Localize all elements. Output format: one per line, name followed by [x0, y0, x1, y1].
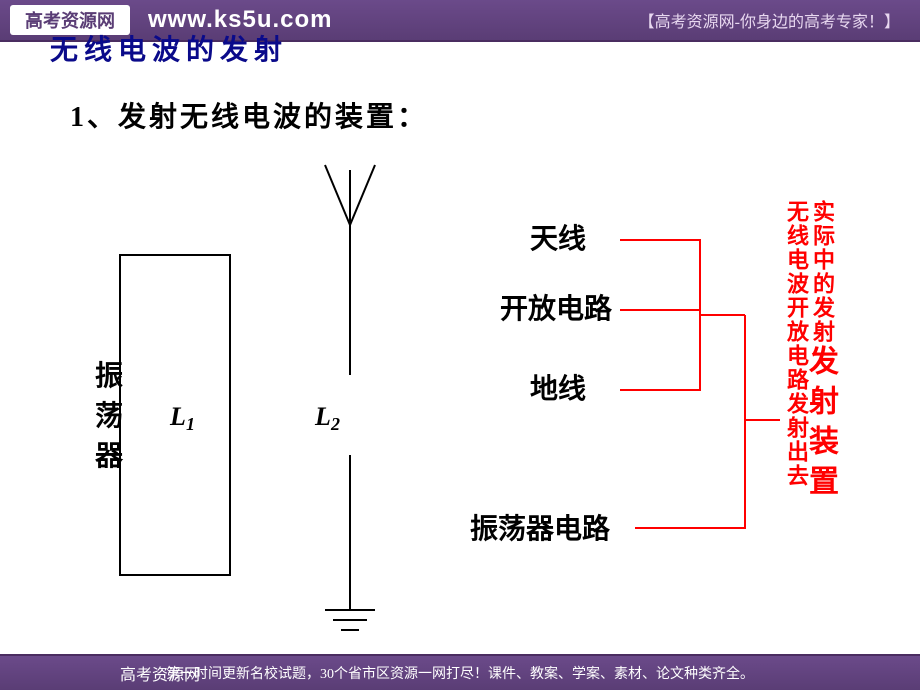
outer-bracket-lower	[635, 315, 745, 528]
page-title: 无线电波的发射	[50, 28, 288, 68]
svg-text:荡: 荡	[95, 400, 123, 432]
label-open-circuit: 开放电路	[500, 292, 613, 325]
inductor-L1-label: L	[169, 402, 186, 431]
inner-bracket	[620, 240, 700, 390]
label-ground: 地线	[530, 373, 586, 405]
page-subtitle: 1、发射无线电波的装置：	[70, 95, 428, 135]
label-oscillator-circuit: 振荡器电路	[470, 513, 611, 545]
label-antenna: 天线	[530, 223, 586, 255]
antenna-right-arm	[350, 165, 375, 225]
footer-bar: 高考资源网 第一时间更新名校试题，30个省市区资源一网打尽！课件、教案、学案、素…	[0, 654, 920, 690]
footer-text: 第一时间更新名校试题，30个省市区资源一网打尽！课件、教案、学案、素材、论文种类…	[166, 663, 754, 683]
header-tagline: 【高考资源网-你身边的高考专家！】	[639, 8, 900, 32]
antenna-left-arm	[325, 165, 350, 225]
svg-text:1: 1	[186, 414, 195, 434]
svg-text:2: 2	[330, 414, 340, 434]
vertical-label-overlay2: 无线电波开放电路发射出去	[780, 200, 812, 488]
oscillator-label: 振	[95, 360, 123, 392]
footer-logo: 高考资源网	[120, 661, 200, 685]
inductor-L2-label: L	[314, 402, 331, 431]
svg-text:器: 器	[94, 441, 124, 472]
